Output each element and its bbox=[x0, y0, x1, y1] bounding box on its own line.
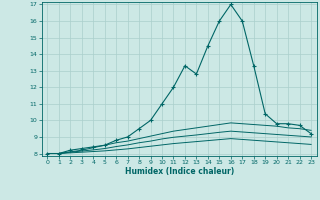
X-axis label: Humidex (Indice chaleur): Humidex (Indice chaleur) bbox=[124, 167, 234, 176]
